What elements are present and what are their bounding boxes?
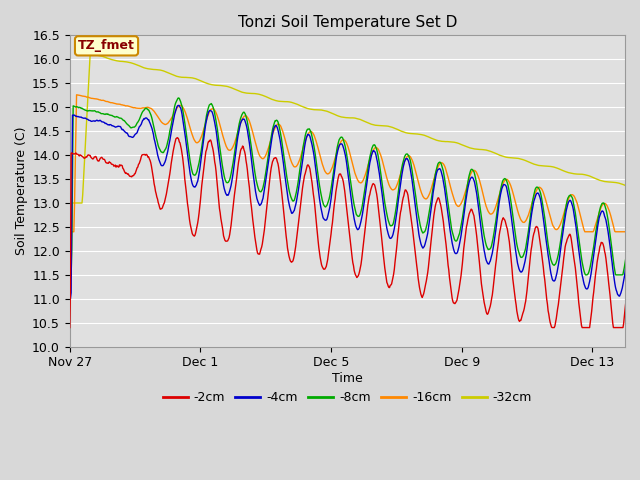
Y-axis label: Soil Temperature (C): Soil Temperature (C) — [15, 127, 28, 255]
Text: TZ_fmet: TZ_fmet — [78, 39, 135, 52]
X-axis label: Time: Time — [332, 372, 363, 385]
Title: Tonzi Soil Temperature Set D: Tonzi Soil Temperature Set D — [237, 15, 457, 30]
Legend: -2cm, -4cm, -8cm, -16cm, -32cm: -2cm, -4cm, -8cm, -16cm, -32cm — [157, 386, 537, 409]
